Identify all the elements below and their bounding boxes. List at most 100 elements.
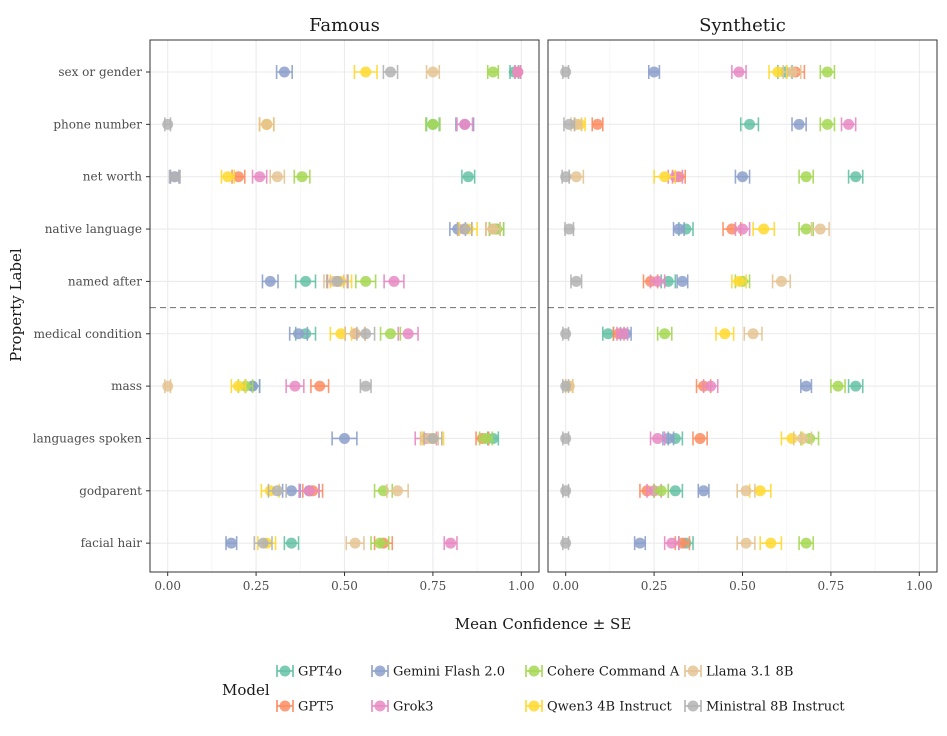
y-tick-label: facial hair [81, 536, 143, 550]
data-point [560, 66, 572, 78]
data-point [659, 171, 671, 183]
data-point [349, 328, 361, 340]
x-tick-label: 0.00 [154, 579, 181, 593]
data-point [271, 171, 283, 183]
data-point [512, 66, 524, 78]
data-point [740, 485, 752, 497]
y-tick-label: sex or gender [58, 65, 142, 79]
legend-key-point [374, 665, 386, 677]
data-point [765, 537, 777, 549]
data-point [800, 537, 812, 549]
data-point [694, 432, 706, 444]
x-tick-label: 0.75 [420, 579, 447, 593]
data-point [800, 380, 812, 392]
legend-label: GPT5 [298, 700, 334, 715]
y-tick-label: native language [45, 222, 142, 236]
data-point [459, 118, 471, 130]
data-point [563, 223, 575, 235]
data-point [797, 432, 809, 444]
data-point [754, 485, 766, 497]
data-point [602, 328, 614, 340]
data-point [793, 118, 805, 130]
data-point [278, 66, 290, 78]
x-tick-label: 0.00 [552, 579, 579, 593]
data-point [445, 537, 457, 549]
data-point [480, 432, 492, 444]
data-point [388, 275, 400, 287]
data-point [560, 485, 572, 497]
panel-famous: Famous 0.00 0.25 0.50 0.75 1.00 [149, 15, 540, 593]
data-point [570, 275, 582, 287]
data-point [402, 328, 414, 340]
data-point [264, 275, 276, 287]
legend-item: GPT5 [276, 700, 334, 715]
data-point [560, 432, 572, 444]
legend-key-point [374, 700, 386, 712]
data-point [634, 537, 646, 549]
data-point [616, 328, 628, 340]
data-point [719, 328, 731, 340]
legend-key-point [687, 665, 699, 677]
legend-key-point [528, 665, 540, 677]
y-tick-label: phone number [53, 117, 142, 131]
data-point [698, 485, 710, 497]
data-point [560, 328, 572, 340]
legend-key-point [687, 700, 699, 712]
data-point [487, 223, 499, 235]
legend-key-point [279, 700, 291, 712]
data-point [814, 223, 826, 235]
data-point [293, 328, 305, 340]
panel-synthetic: Synthetic 0.00 0.25 0.50 0.75 1.00 [547, 15, 938, 593]
legend-item: Qwen3 4B Instruct [525, 700, 672, 715]
y-tick-label: net worth [83, 170, 143, 184]
legend-item: Llama 3.1 8B [684, 665, 793, 680]
data-point [303, 485, 315, 497]
data-point [740, 537, 752, 549]
panel-title: Synthetic [699, 15, 786, 36]
data-point [673, 223, 685, 235]
legend-item: Grok3 [371, 700, 434, 715]
data-point [821, 66, 833, 78]
data-point [843, 118, 855, 130]
data-point [733, 275, 745, 287]
data-point [786, 66, 798, 78]
data-point [285, 537, 297, 549]
data-point [360, 275, 372, 287]
legend-label: Ministral 8B Instruct [706, 700, 845, 715]
y-tick-label: godparent [79, 484, 142, 498]
y-tick-label: medical condition [34, 327, 143, 341]
data-point [162, 380, 174, 392]
data-point [225, 537, 237, 549]
x-tick-label: 1.00 [906, 579, 933, 593]
data-point [758, 223, 770, 235]
legend-item: Cohere Command A [525, 665, 680, 680]
y-tick-label: named after [68, 274, 142, 288]
legend-label: Grok3 [393, 700, 434, 715]
data-point [747, 328, 759, 340]
data-point [652, 275, 664, 287]
data-point [271, 485, 283, 497]
legend-label: Qwen3 4B Instruct [547, 700, 672, 715]
legend: Model GPT4o GPT5 Gemini Flash 2.0 Grok3 Cohe… [222, 665, 845, 715]
data-point [384, 328, 396, 340]
data-point [349, 537, 361, 549]
data-point [775, 275, 787, 287]
data-point [285, 485, 297, 497]
data-point [850, 380, 862, 392]
legend-label: GPT4o [298, 665, 342, 680]
legend-label: Cohere Command A [547, 665, 680, 680]
data-point [786, 432, 798, 444]
data-point [232, 171, 244, 183]
data-point [300, 275, 312, 287]
data-point [570, 171, 582, 183]
data-point [289, 380, 301, 392]
data-point [563, 118, 575, 130]
data-point [459, 223, 471, 235]
data-point [427, 66, 439, 78]
data-point [254, 171, 266, 183]
data-point [296, 171, 308, 183]
chart-panels: Famous 0.00 0.25 0.50 0.75 1.00 Synthetic 0.00 0… [33, 15, 938, 593]
data-point [666, 537, 678, 549]
data-point [737, 171, 748, 183]
legend-key-point [528, 700, 540, 712]
